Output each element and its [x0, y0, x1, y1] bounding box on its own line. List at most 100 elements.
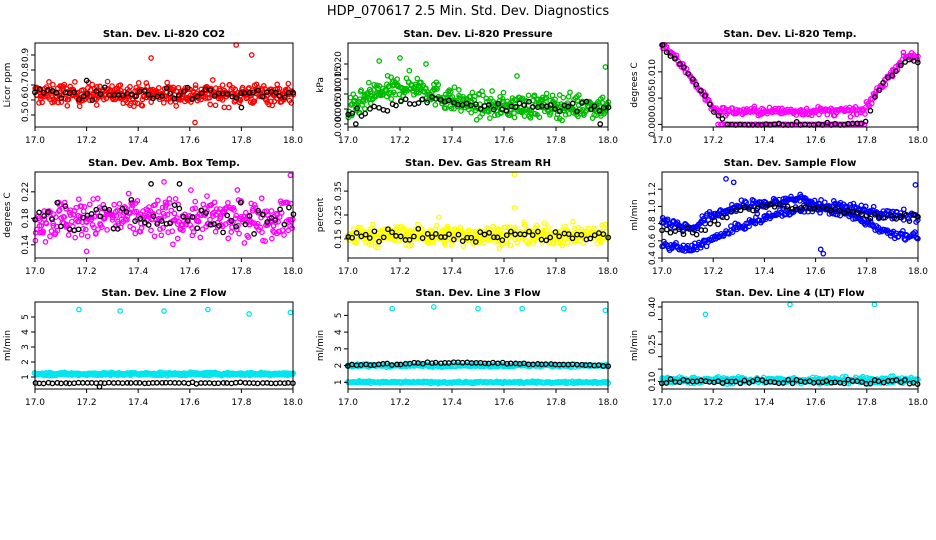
- data-point: [485, 109, 492, 115]
- data-point: [349, 110, 356, 117]
- plot-frame: [347, 301, 609, 390]
- data-point: [520, 219, 527, 225]
- data-point: [415, 89, 422, 96]
- y-axis-label: ml/min: [316, 330, 326, 361]
- y-tick-label: 0.000: [334, 111, 344, 137]
- data-point: [276, 86, 283, 92]
- y-axis-label: ml/min: [630, 330, 640, 361]
- data-point: [552, 96, 558, 103]
- data-point: [88, 211, 95, 217]
- chart-title: Stan. Dev. Sample Flow: [724, 158, 857, 169]
- data-point: [37, 86, 43, 92]
- y-tick-label: 0.015: [334, 66, 344, 92]
- data-point: [212, 228, 219, 235]
- data-point: [152, 201, 158, 208]
- x-tick-label: 17.2: [77, 267, 97, 277]
- data-point: [455, 231, 462, 238]
- data-point: [258, 195, 265, 202]
- data-point: [434, 222, 440, 229]
- data-point: [547, 109, 554, 116]
- data-point: [255, 87, 261, 94]
- y-tick-label: 0.15: [334, 229, 344, 249]
- data-point-outlier: [248, 52, 255, 58]
- y-tick-label: 0.6: [648, 233, 658, 248]
- data-point: [872, 94, 878, 100]
- data-point: [163, 96, 170, 102]
- data-point-outlier: [76, 306, 82, 313]
- data-point: [36, 209, 42, 216]
- data-point: [414, 75, 421, 82]
- data-point: [456, 87, 462, 93]
- data-point: [246, 213, 253, 219]
- y-axis-label: percent: [316, 197, 326, 232]
- data-point: [180, 88, 187, 95]
- data-point: [176, 205, 183, 212]
- data-point: [450, 236, 457, 243]
- data-point-outlier: [389, 305, 396, 312]
- data-point: [432, 231, 439, 237]
- y-tick-label: 0.5: [21, 108, 31, 122]
- data-point: [419, 96, 426, 103]
- data-point: [829, 107, 836, 113]
- x-tick-label: 17.8: [857, 267, 877, 277]
- data-point-outlier: [352, 121, 359, 127]
- y-tick-label: 0.25: [648, 334, 658, 354]
- data-point: [194, 225, 201, 232]
- y-axis-label: Licor ppm: [3, 63, 13, 108]
- data-point: [207, 101, 214, 108]
- data-point: [226, 82, 233, 88]
- data-point: [180, 227, 186, 234]
- data-point: [171, 210, 178, 217]
- data-point: [237, 199, 244, 206]
- data-point-outlier: [176, 181, 183, 187]
- data-point-outlier: [702, 311, 709, 318]
- data-point: [58, 95, 65, 101]
- points-group: [32, 42, 297, 126]
- data-point: [486, 229, 492, 236]
- data-point-outlier: [246, 311, 252, 317]
- data-point-outlier: [519, 305, 526, 312]
- data-point: [155, 209, 162, 215]
- data-point: [858, 120, 864, 127]
- data-point: [62, 203, 69, 209]
- data-point: [158, 232, 165, 239]
- data-point: [487, 115, 493, 121]
- x-tick-label: 17.6: [180, 398, 200, 408]
- data-point-outlier: [730, 179, 737, 186]
- data-point-outlier: [287, 309, 294, 316]
- data-point: [491, 112, 498, 119]
- data-point: [495, 226, 502, 233]
- y-tick-label: 0.40: [648, 297, 658, 317]
- data-point: [251, 201, 258, 208]
- data-point: [398, 98, 404, 105]
- data-point: [80, 93, 87, 100]
- y-tick-label: 0.6: [21, 93, 31, 108]
- x-tick-label: 17.6: [494, 136, 514, 146]
- data-point: [123, 209, 130, 215]
- data-point: [242, 221, 249, 228]
- data-point: [102, 84, 108, 91]
- data-point: [43, 220, 50, 227]
- data-point: [220, 229, 226, 236]
- data-point: [690, 76, 696, 82]
- data-point: [106, 379, 112, 386]
- data-point: [163, 220, 170, 227]
- data-point: [498, 109, 505, 116]
- data-point: [499, 237, 506, 243]
- data-point: [203, 210, 209, 216]
- data-point: [225, 235, 232, 242]
- data-point: [550, 240, 557, 246]
- data-point: [459, 238, 466, 244]
- x-tick-label: 17.8: [546, 398, 566, 408]
- data-point: [162, 93, 169, 99]
- y-tick-label: 0.22: [21, 182, 31, 202]
- y-tick-label: 1.2: [648, 182, 658, 196]
- data-point: [170, 241, 176, 248]
- data-point: [60, 220, 67, 226]
- y-tick-label: 0.25: [334, 205, 344, 225]
- y-tick-label: 0.020: [334, 51, 344, 77]
- data-point: [119, 380, 126, 386]
- data-point: [531, 237, 538, 243]
- data-point: [570, 218, 576, 225]
